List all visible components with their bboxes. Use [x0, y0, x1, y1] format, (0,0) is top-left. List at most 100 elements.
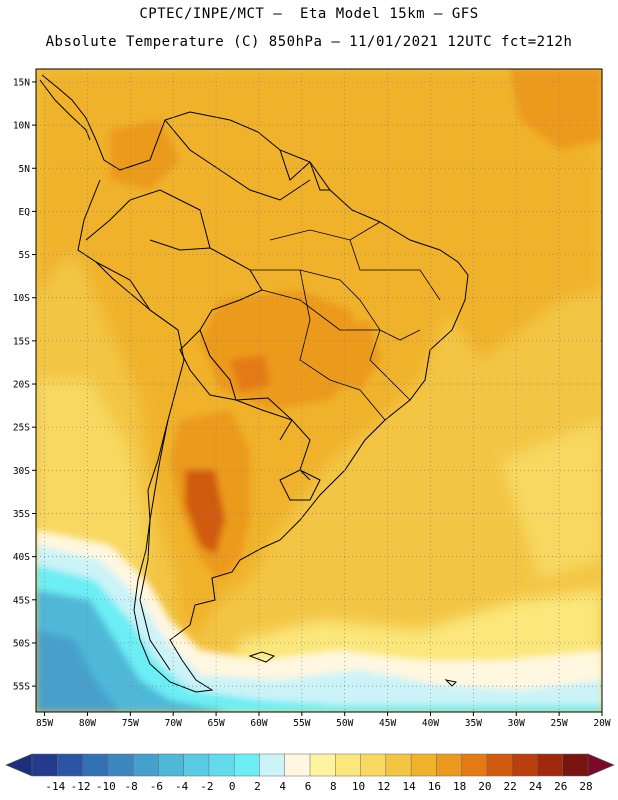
colorbar-swatch [233, 753, 261, 777]
colorbar-swatch [57, 753, 84, 777]
country-borders [39, 74, 469, 693]
colorbar-label: 8 [330, 780, 337, 793]
lon-tick-label: 35W [465, 718, 482, 729]
warm-north-atlantic-blob [510, 69, 602, 150]
colorbar-label: -2 [200, 780, 213, 793]
temperature-field [36, 69, 602, 712]
lat-tick-label: 30S [13, 466, 30, 477]
colorbar-swatch [537, 753, 564, 777]
lon-tick-label: 50W [336, 718, 353, 729]
hottest-zone-2 [230, 355, 270, 392]
lon-tick-label: 70W [165, 718, 182, 729]
colorbar-swatch [385, 753, 412, 777]
colorbar-swatch [562, 753, 589, 777]
colorbar-swatch [335, 753, 362, 777]
colorbar-swatch [309, 753, 336, 777]
colorbar-swatch [132, 753, 160, 777]
colorbar-swatch [31, 753, 58, 777]
hot-zone-cerrado [325, 320, 380, 390]
colorbar-label: 12 [377, 780, 390, 793]
colorbar-swatch [183, 753, 210, 777]
colorbar-label: -14 [45, 780, 65, 793]
colorbar-swatch [107, 753, 134, 777]
lat-tick-label: 55S [13, 682, 30, 693]
lat-tick-label: EQ [19, 207, 31, 218]
hottest-zone [185, 470, 225, 555]
guianas-border [279, 149, 330, 191]
lon-tick-label: 75W [122, 718, 139, 729]
colorbar-swatch [360, 753, 387, 777]
lon-tick-label: 65W [208, 718, 225, 729]
colorbar: -14 -12 -10 -8 -6 -4 -2 0 2 4 6 8 10 12 14 16 18 20 22 24 26… [5, 753, 615, 793]
colorbar-swatch [259, 753, 286, 777]
colorbar-label: 28 [579, 780, 592, 793]
lat-tick-label: 20S [13, 380, 30, 391]
falklands [248, 651, 276, 663]
south-georgia [444, 679, 458, 687]
cold-zone-4 [36, 630, 120, 712]
lon-tick-label: 55W [293, 718, 310, 729]
lat-tick-label: 45S [13, 595, 30, 606]
colombia-border [85, 189, 211, 249]
lon-tick-label: 40W [422, 718, 439, 729]
lat-tick-label: 35S [13, 509, 30, 520]
colorbar-swatch [486, 753, 513, 777]
chart-title: CPTEC/INPE/MCT – Eta Model 15km – GFS [139, 6, 479, 22]
lon-tick-label: 25W [551, 718, 568, 729]
peru-border [95, 261, 179, 331]
colorbar-label: 26 [554, 780, 567, 793]
lat-tick-label: 5N [19, 164, 31, 175]
colorbar-label: 6 [305, 780, 312, 793]
colorbar-high-arrow [587, 753, 615, 777]
colorbar-label: 18 [453, 780, 466, 793]
lon-tick-label: 60W [250, 718, 267, 729]
colorbar-label: 0 [229, 780, 236, 793]
colorbar-swatch [410, 753, 438, 777]
colorbar-swatch [208, 753, 235, 777]
colorbar-label: 10 [352, 780, 365, 793]
paraguay-border [235, 397, 293, 441]
chart-subtitle: Absolute Temperature (C) 850hPa – 11/01/… [45, 34, 573, 50]
colorbar-label: 4 [279, 780, 286, 793]
lon-tick-label: 30W [508, 718, 525, 729]
colorbar-label: 24 [529, 780, 543, 793]
bolivia-border [179, 329, 237, 401]
lat-tick-label: 25S [13, 423, 30, 434]
colorbar-low-arrow [5, 753, 33, 777]
venezuela-border [164, 119, 311, 201]
cold-zone-1 [36, 545, 602, 712]
cool-east-atlantic-zone [500, 420, 602, 580]
colorbar-swatch [284, 753, 311, 777]
colorbar-label: 16 [428, 780, 441, 793]
uruguay-border [279, 469, 321, 501]
lat-tick-label: 10N [13, 121, 30, 132]
colorbar-label: 20 [478, 780, 491, 793]
lon-tick-label: 45W [379, 718, 396, 729]
colorbar-swatch [511, 753, 539, 777]
south-america-coastline [41, 74, 469, 693]
colorbar-swatch [158, 753, 185, 777]
colorbar-label: -10 [96, 780, 116, 793]
lat-tick-label: 5S [19, 250, 31, 261]
colorbar-label: 22 [504, 780, 517, 793]
colorbar-label: 2 [254, 780, 261, 793]
colorbar-label: -12 [71, 780, 91, 793]
latitude-axis: 15N 10N 5N EQ 5S 10S 15S 20S 25S 30S 35S 40S 45S 50S 5… [13, 77, 36, 693]
colorbar-label: -6 [150, 780, 163, 793]
lon-tick-label: 80W [79, 718, 96, 729]
colorbar-label: -8 [124, 780, 137, 793]
brazil-states [250, 221, 441, 421]
lat-tick-label: 10S [13, 293, 30, 304]
plot-frame [35, 68, 603, 713]
colorbar-swatch [461, 753, 488, 777]
lon-tick-label: 85W [36, 718, 53, 729]
longitude-axis: 85W 80W 75W 70W 65W 60W 55W 50W 45W 40W 35W 30W 25W 2… [36, 712, 611, 729]
argentina-chile-border [139, 419, 171, 671]
hot-zone-north [110, 120, 180, 190]
lat-tick-label: 50S [13, 638, 30, 649]
lat-tick-label: 15N [13, 77, 30, 88]
colorbar-label: -4 [175, 780, 189, 793]
colorbar-label: 14 [402, 780, 416, 793]
colorbar-swatch [82, 753, 109, 777]
